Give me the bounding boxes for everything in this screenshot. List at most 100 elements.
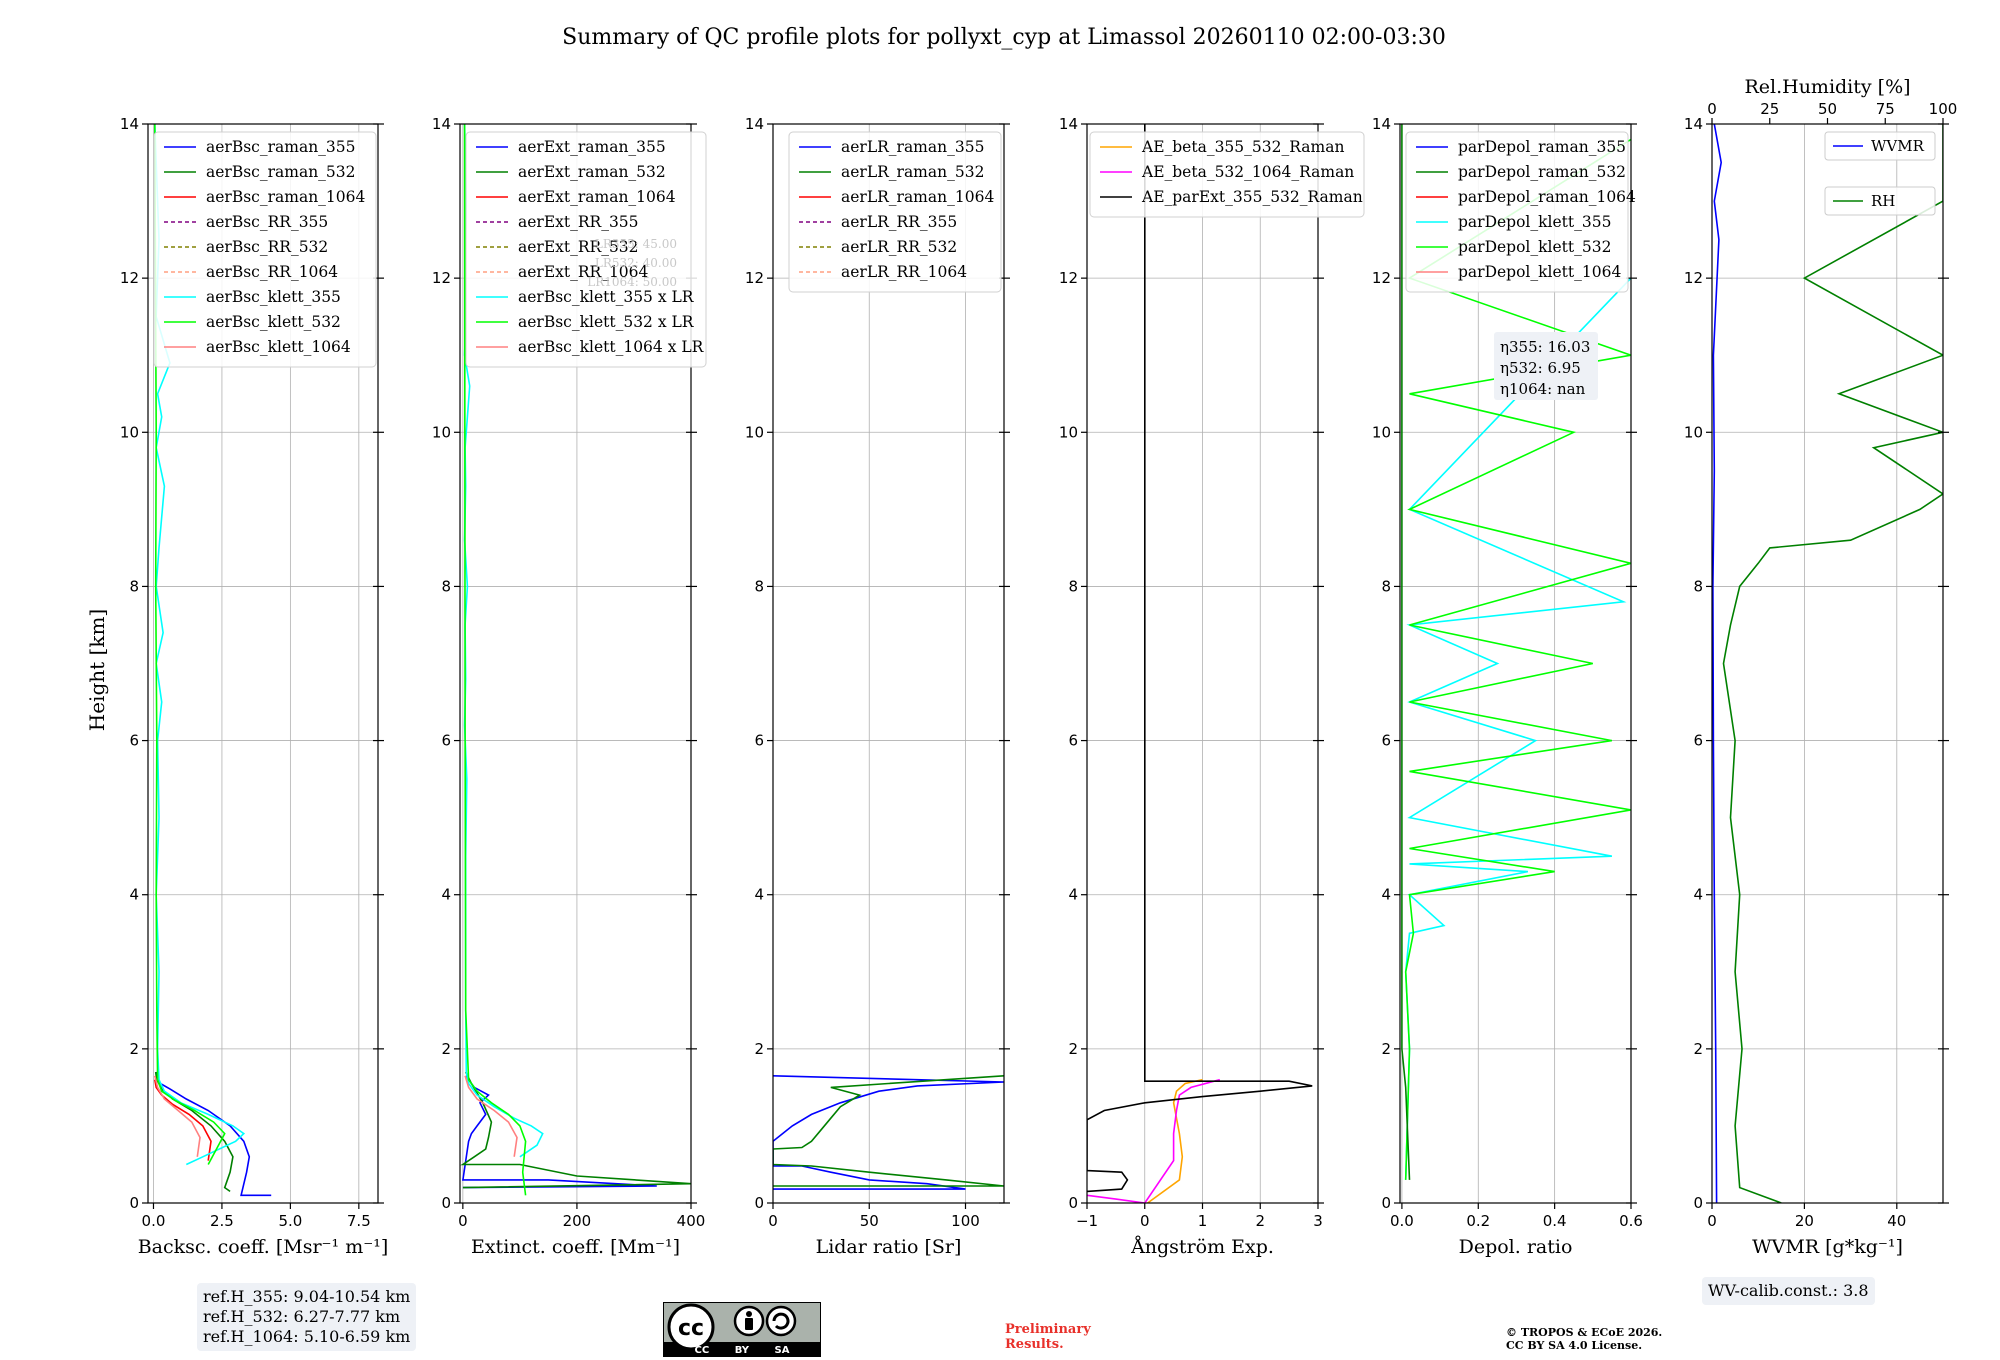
ref-height-1064: ref.H_1064: 5.10-6.59 km (203, 1327, 411, 1346)
y-tick-label: 8 (1068, 577, 1078, 595)
series-RH (1722, 124, 1943, 1203)
legend-item: aerBsc_raman_355 (206, 138, 356, 156)
series-group (773, 1075, 1004, 1190)
top-tick-label: 25 (1760, 100, 1779, 118)
legend: aerLR_raman_355 aerLR_raman_532 aerLR_rama… (788, 131, 1002, 293)
series-aerLR_raman_355 (773, 1075, 1004, 1190)
legend-box (1405, 131, 1629, 293)
x-tick-label: 0 (1140, 1212, 1150, 1230)
legend-item: parDepol_raman_1064 (1458, 188, 1636, 206)
y-tick-label: 0 (441, 1194, 451, 1212)
y-tick-label: 10 (1059, 423, 1078, 441)
legend-item: AE_beta_355_532_Raman (1141, 138, 1344, 156)
legend-item: parDepol_klett_355 (1458, 213, 1611, 231)
y-tick-label: 14 (432, 115, 451, 133)
legend-item: aerExt_raman_1064 (518, 188, 676, 206)
series-AE_beta_532_1064_Raman (1087, 1078, 1221, 1203)
legend-item: parDepol_raman_355 (1458, 138, 1626, 156)
ref-height-355: ref.H_355: 9.04-10.54 km (203, 1287, 411, 1306)
legend-item: aerBsc_RR_1064 (206, 263, 338, 281)
series-aerBsc_raman_532 (154, 1071, 234, 1193)
top-tick-label: 75 (1876, 100, 1895, 118)
x-tick-label: 2.5 (210, 1212, 234, 1230)
x-tick-label: 1 (1198, 1212, 1208, 1230)
y-tick-label: 2 (1381, 1040, 1391, 1058)
legend-item: aerBsc_klett_355 (206, 288, 341, 306)
axes-frame (1711, 123, 1944, 1204)
legend-item: aerExt_RR_532 (518, 238, 639, 256)
y-axis-label: Height [km] (85, 609, 109, 731)
top-tick-label: 0 (1707, 100, 1717, 118)
legend-item: aerBsc_RR_532 (206, 238, 328, 256)
eta-box-bg (1494, 332, 1598, 400)
series-aerBsc_klett_1064 x LR (464, 1075, 518, 1157)
series-aerBsc_klett_532 x LR (463, 124, 527, 1196)
y-tick-label: 10 (432, 423, 451, 441)
series-AE_beta_355_532_Raman (1147, 1078, 1203, 1203)
y-tick-label: 12 (120, 269, 139, 287)
x-axis-label: Backsc. coeff. [Msr⁻¹ m⁻¹] (138, 1236, 389, 1258)
axes-frame (1399, 123, 1632, 1204)
x-tick-label: 0.0 (142, 1212, 166, 1230)
x-tick-label: 400 (677, 1212, 706, 1230)
lr-note: LR355: 45.00 (595, 237, 677, 251)
legend-RH: RH (1824, 186, 1936, 216)
series-aerBsc_klett_532 (154, 124, 226, 1165)
panel-backscatter: 0 2 4 6 8 10 12 14 0.0 2.5 5.0 7.5 Backsc. coeff. [M… (120, 115, 388, 1258)
preliminary-line-2: Results. (1005, 1337, 1064, 1352)
x-tick-label: 200 (563, 1212, 592, 1230)
y-tick-label: 4 (1068, 886, 1078, 904)
series-aerExt_raman_532 (460, 1071, 691, 1189)
legend-box (1824, 186, 1936, 216)
x-tick-label: 0.2 (1466, 1212, 1490, 1230)
x-axis-label: Lidar ratio [Sr] (816, 1236, 962, 1258)
preliminary-line-1: Preliminary (1005, 1322, 1091, 1337)
legend: parDepol_raman_355 parDepol_raman_532 parD… (1405, 131, 1636, 293)
y-tick-label: 4 (1693, 886, 1703, 904)
legend-box (153, 131, 377, 368)
eta-value: η1064: nan (1500, 380, 1586, 398)
legend-label: RH (1871, 192, 1895, 210)
y-tick-label: 12 (432, 269, 451, 287)
x-tick-label: 2 (1255, 1212, 1265, 1230)
legend-box (1824, 131, 1936, 161)
y-tick-label: 2 (1068, 1040, 1078, 1058)
axes-frame (459, 123, 692, 1204)
axes-frame (147, 123, 379, 1204)
y-tick-label: 6 (1068, 732, 1078, 750)
y-tick-label: 6 (129, 732, 139, 750)
legend-item: aerBsc_klett_1064 (206, 338, 351, 356)
x-axis-label: WVMR [g*kg⁻¹] (1752, 1236, 1903, 1258)
lr-note: LR532: 40.00 (595, 256, 677, 270)
legend-item: aerBsc_klett_532 (206, 313, 341, 331)
copyright-note: © TROPOS & ECoE 2026. CC BY SA 4.0 Licen… (1506, 1326, 1662, 1352)
y-tick-label: 14 (120, 115, 139, 133)
x-tick-label: 0 (1707, 1212, 1717, 1230)
y-tick-label: 14 (745, 115, 764, 133)
axes-frame (772, 123, 1005, 1204)
series-WVMR (1712, 124, 1723, 1203)
x-tick-label: 7.5 (347, 1212, 371, 1230)
y-tick-label: 6 (1381, 732, 1391, 750)
series-parDepol_klett_532 (1404, 138, 1631, 1180)
y-tick-label: 10 (1684, 423, 1703, 441)
top-tick-label: 100 (1929, 100, 1958, 118)
x-tick-label: 100 (951, 1212, 980, 1230)
y-tick-label: 4 (1381, 886, 1391, 904)
preliminary-note: Preliminary Results. (1005, 1322, 1091, 1352)
x-tick-label: 0 (458, 1212, 468, 1230)
legend-item: aerBsc_klett_532 x LR (518, 313, 695, 331)
eta-box: η355: 16.03 η532: 6.95 η1064: nan (1494, 332, 1598, 400)
panel-extinction: 0 2 4 6 8 10 12 14 0 200 400 Extinct. coeff. [Mm⁻¹]… (432, 115, 707, 1258)
y-tick-label: 12 (1059, 269, 1078, 287)
y-tick-label: 6 (441, 732, 451, 750)
x-tick-label: 0.0 (1390, 1212, 1414, 1230)
legend-item: aerExt_RR_355 (518, 213, 639, 231)
y-tick-label: 10 (120, 423, 139, 441)
y-tick-label: 2 (129, 1040, 139, 1058)
legend-item: aerExt_RR_1064 (518, 263, 649, 281)
y-tick-label: 0 (1693, 1194, 1703, 1212)
